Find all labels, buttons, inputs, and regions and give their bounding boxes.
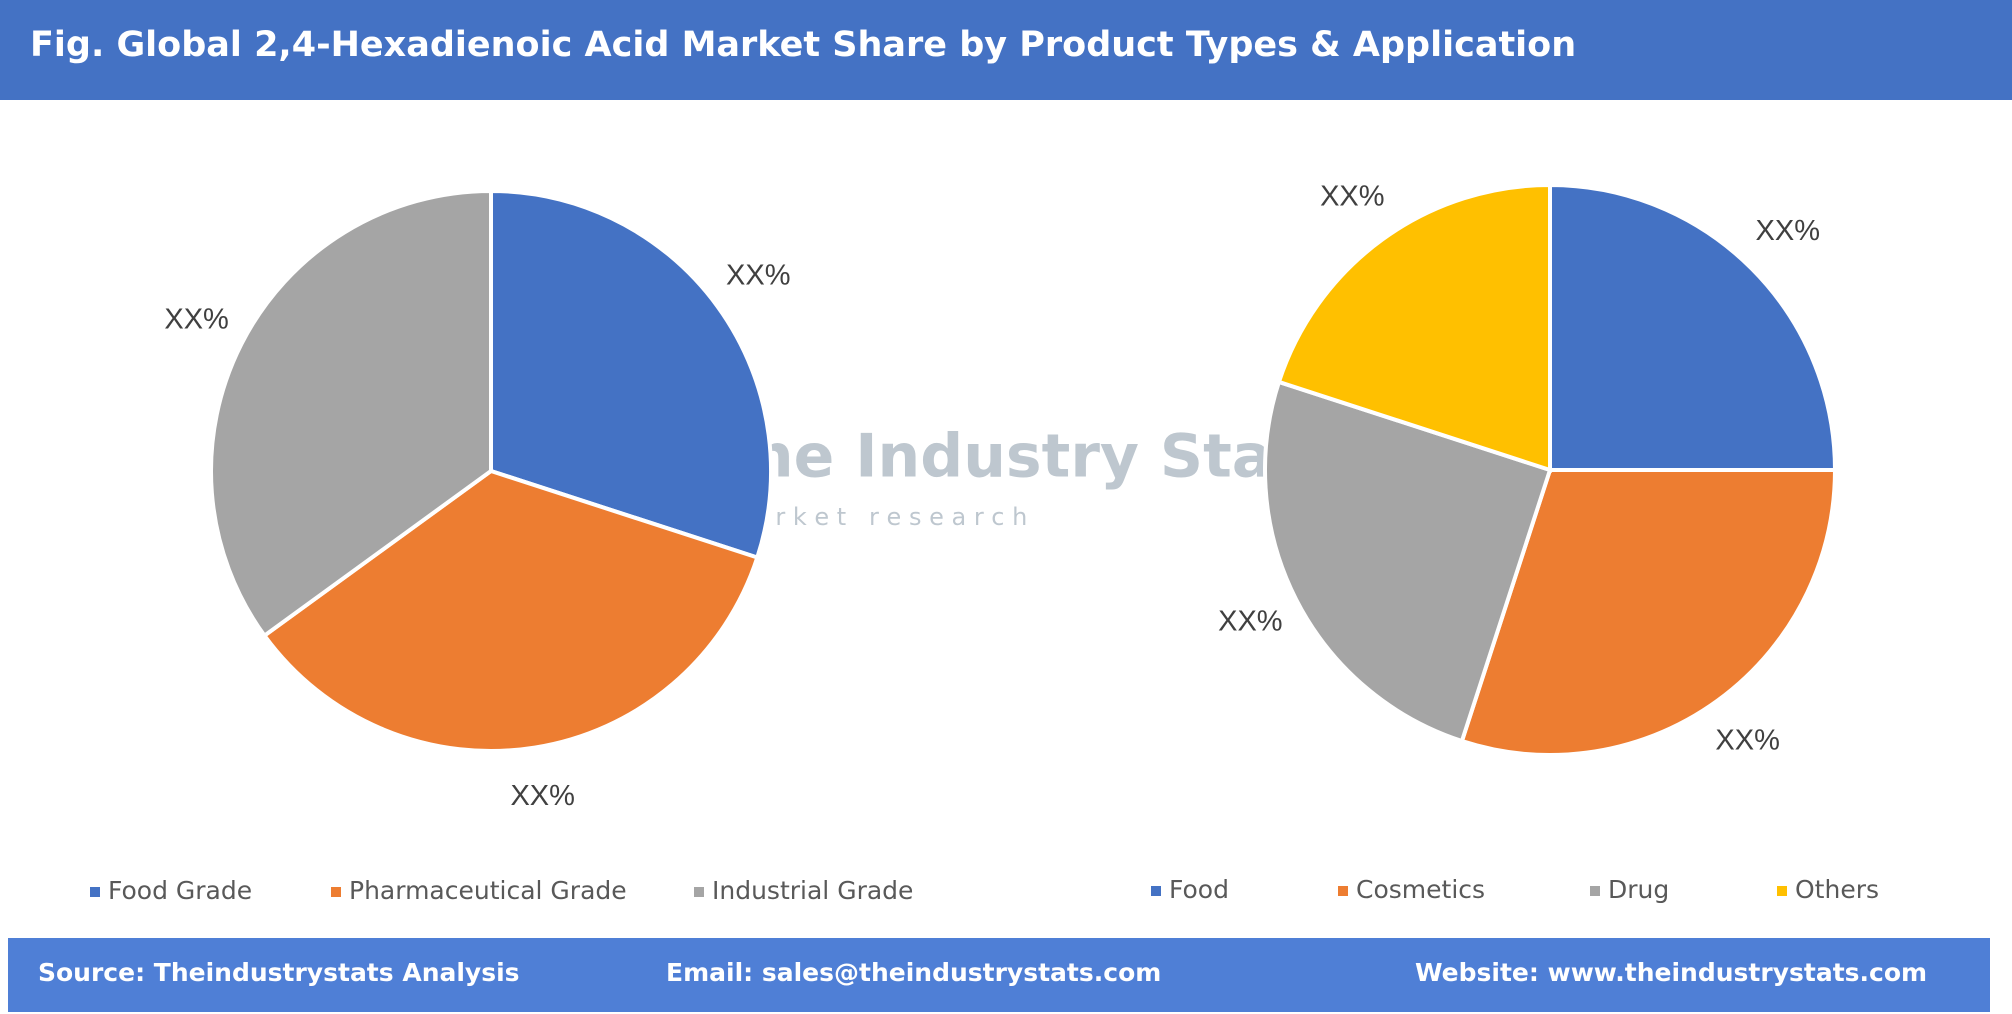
legend-swatch bbox=[694, 887, 704, 897]
pie-slice bbox=[1276, 182, 1552, 473]
watermark: The Industry Stats m a r k e t r e s e a… bbox=[555, 405, 1337, 535]
pie-slice bbox=[1548, 182, 1838, 472]
title: Fig. Global 2,4-Hexadienoic Acid Market … bbox=[30, 25, 1576, 65]
pie-slice bbox=[1459, 468, 1838, 757]
legend-swatch bbox=[1590, 886, 1600, 896]
footer-website: Website: www.theindustrystats.com bbox=[1415, 958, 1927, 987]
legend-swatch bbox=[331, 887, 341, 897]
legend-swatch bbox=[90, 887, 100, 897]
legend-label: Industrial Grade bbox=[712, 876, 913, 905]
legend-label: Cosmetics bbox=[1356, 875, 1485, 904]
watermark-tagline: m a r k e t r e s e a r c h bbox=[722, 503, 1027, 531]
legend-label: Pharmaceutical Grade bbox=[349, 876, 627, 905]
pie-slice bbox=[489, 188, 773, 561]
data-label: XX% bbox=[1715, 725, 1779, 757]
pie-slice bbox=[1263, 379, 1553, 744]
header-bar bbox=[0, 0, 2012, 100]
data-label: XX% bbox=[726, 259, 790, 291]
legend-label: Food bbox=[1169, 875, 1229, 904]
legend-swatch bbox=[1777, 886, 1787, 896]
legend-label: Others bbox=[1795, 875, 1879, 904]
legend-swatch bbox=[1151, 886, 1161, 896]
data-label: XX% bbox=[164, 304, 228, 336]
legend-swatch bbox=[1338, 886, 1348, 896]
footer-source: Source: Theindustrystats Analysis bbox=[38, 958, 520, 987]
data-label: XX% bbox=[1320, 181, 1384, 213]
data-label: XX% bbox=[510, 780, 574, 812]
watermark-brand: The Industry Stats bbox=[710, 422, 1337, 492]
legend-label: Food Grade bbox=[108, 876, 252, 905]
footer-email: Email: sales@theindustrystats.com bbox=[666, 958, 1161, 987]
pie-slice bbox=[261, 468, 760, 753]
pie-slice bbox=[209, 188, 493, 639]
data-label: XX% bbox=[1756, 215, 1820, 247]
data-label: XX% bbox=[1218, 605, 1282, 637]
footer-bar bbox=[8, 938, 1990, 1012]
legend-label: Drug bbox=[1608, 875, 1669, 904]
